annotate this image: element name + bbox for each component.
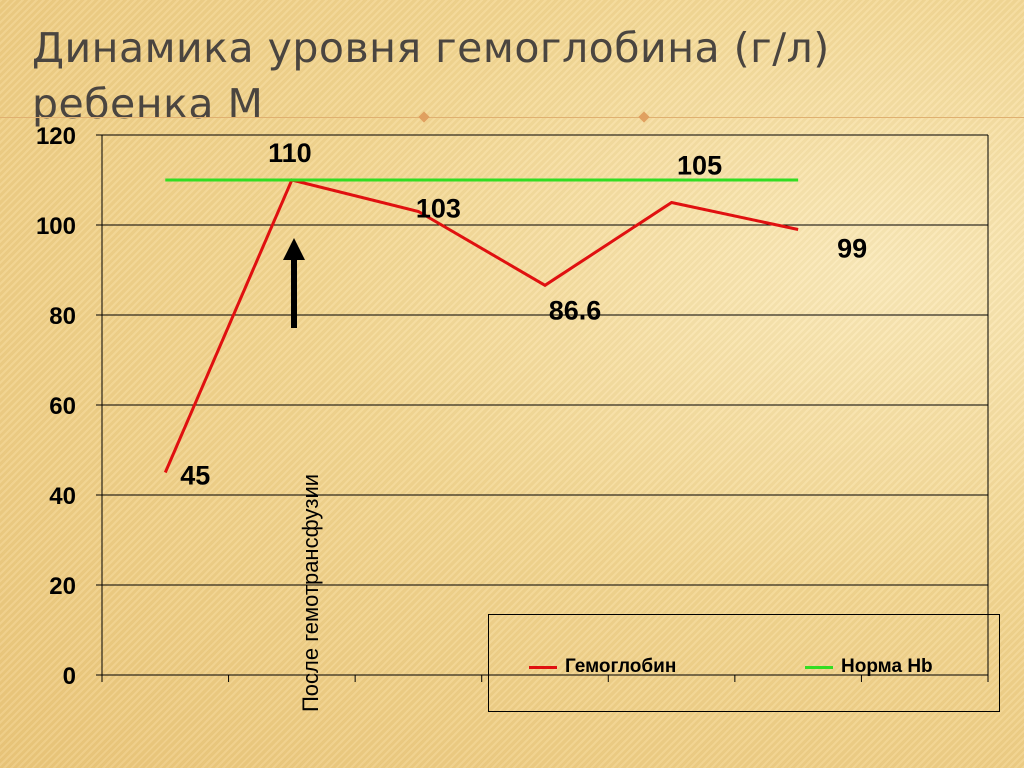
y-tick-label: 120 <box>36 123 76 150</box>
y-tick-label: 80 <box>49 303 76 330</box>
y-tick-label: 40 <box>49 483 76 510</box>
data-label: 86.6 <box>549 295 602 325</box>
up-arrow-head-icon <box>283 238 305 260</box>
data-label: 103 <box>416 194 461 224</box>
gridlines <box>102 134 988 586</box>
y-tick-label: 100 <box>36 213 76 240</box>
legend-label-hemoglobin: Гемоглобин <box>565 656 677 677</box>
legend-item-hemoglobin: Гемоглобин <box>529 656 676 678</box>
title-line-1: Динамика уровня гемоглобина (г/л) <box>32 24 830 72</box>
data-label: 45 <box>180 461 210 491</box>
chart-legend: Гемоглобин Норма Hb <box>488 614 1000 712</box>
legend-item-norm: Норма Hb <box>805 656 933 678</box>
data-label: 105 <box>677 151 722 181</box>
legend-swatch-hemoglobin <box>529 665 557 669</box>
data-labels: 45 110 103 86.6 105 99 <box>180 138 867 491</box>
annotation: После гемотрансфузии <box>283 238 323 712</box>
annotation-label: После гемотрансфузии <box>298 474 323 712</box>
y-tick-label: 20 <box>49 573 76 600</box>
y-tick-label: 60 <box>49 393 76 420</box>
legend-swatch-norm <box>805 665 833 669</box>
legend-label-norm: Норма Hb <box>841 656 933 677</box>
title-line-2: ребенка М <box>32 80 264 128</box>
data-label: 99 <box>837 234 867 264</box>
slide-title: Динамика уровня гемоглобина (г/л) ребенк… <box>32 20 932 132</box>
y-tick-label: 0 <box>63 663 76 690</box>
series <box>163 178 799 474</box>
data-label: 110 <box>268 138 312 168</box>
axes: 0 20 40 60 80 100 120 <box>36 123 989 690</box>
series-line-hemoglobin <box>163 178 799 474</box>
title-divider <box>0 117 1024 118</box>
